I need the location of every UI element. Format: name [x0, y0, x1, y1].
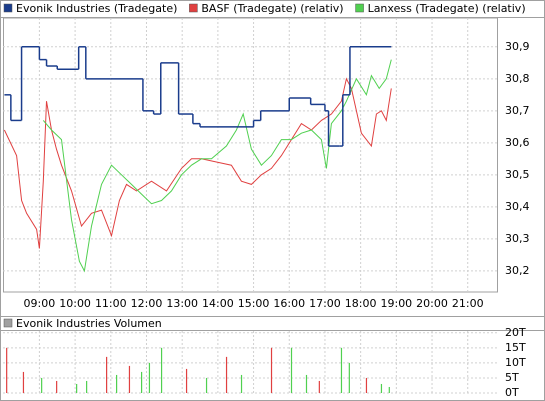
- x-tick-label: 14:00: [202, 297, 234, 310]
- legend-swatch: [355, 3, 364, 13]
- x-tick-label: 19:00: [380, 297, 412, 310]
- panel-title: Evonik Industries Volumen: [16, 317, 162, 330]
- volume-bar: [76, 383, 78, 393]
- volume-bar: [86, 380, 88, 393]
- x-tick-label: 13:00: [166, 297, 198, 310]
- y-tick-label: 30,7: [505, 104, 530, 117]
- volume-bar: [305, 374, 308, 393]
- x-tick-label: 20:00: [416, 297, 448, 310]
- volume-bar: [6, 347, 8, 393]
- volume-bar: [270, 347, 273, 393]
- volume-bar: [388, 386, 390, 393]
- volume-bar: [185, 368, 188, 393]
- x-tick-label: 09:00: [24, 297, 56, 310]
- y-tick-label: 20T: [505, 326, 526, 339]
- volume-bar: [365, 377, 368, 393]
- x-tick-label: 12:00: [131, 297, 163, 310]
- legend-label: BASF (Tradegate) (relativ): [201, 2, 343, 15]
- volume-bar: [318, 380, 320, 393]
- volume-bar: [106, 356, 108, 393]
- y-tick-label: 30,6: [505, 136, 530, 149]
- legend-swatch: [3, 318, 13, 328]
- x-tick-label: 15:00: [238, 297, 270, 310]
- price-line: [3, 77, 392, 249]
- volume-bar: [380, 383, 383, 393]
- volume-bar: [148, 362, 151, 393]
- y-tick-label: 30,2: [505, 264, 530, 277]
- volume-bar: [140, 371, 143, 393]
- y-tick-label: 5T: [505, 371, 519, 384]
- x-tick-label: 21:00: [452, 297, 484, 310]
- y-tick-label: 0T: [505, 386, 519, 399]
- volume-bar: [348, 362, 350, 393]
- volume-bar: [128, 365, 131, 393]
- volume-bar: [240, 374, 243, 393]
- volume-bar: [205, 377, 208, 393]
- volume-bar: [22, 371, 25, 393]
- y-tick-label: 30,5: [505, 168, 530, 181]
- y-tick-label: 15T: [505, 341, 526, 354]
- y-tick-label: 30,4: [505, 200, 530, 213]
- axis-band: [3, 292, 498, 317]
- x-tick-label: 10:00: [59, 297, 91, 310]
- x-tick-label: 11:00: [95, 297, 127, 310]
- volume-bar: [160, 347, 163, 393]
- price-line: [42, 59, 392, 273]
- y-tick-label: 30,8: [505, 72, 530, 85]
- legend-label: Evonik Industries (Tradegate): [16, 2, 177, 15]
- volume-bar: [41, 377, 43, 393]
- x-tick-label: 16:00: [273, 297, 305, 310]
- y-tick-label: 30,3: [505, 232, 530, 245]
- y-tick-label: 30,9: [505, 40, 530, 53]
- legend-swatch: [189, 3, 198, 13]
- volume-bar: [56, 380, 58, 393]
- volume-bar: [225, 356, 228, 393]
- x-tick-label: 17:00: [309, 297, 341, 310]
- volume-bar: [116, 374, 118, 393]
- volume-bar: [290, 347, 293, 393]
- volume-bar: [340, 347, 343, 393]
- y-tick-label: 10T: [505, 356, 526, 369]
- legend-swatch: [3, 3, 13, 13]
- legend-label: Lanxess (Tradegate) (relativ): [368, 2, 526, 15]
- x-tick-label: 18:00: [345, 297, 377, 310]
